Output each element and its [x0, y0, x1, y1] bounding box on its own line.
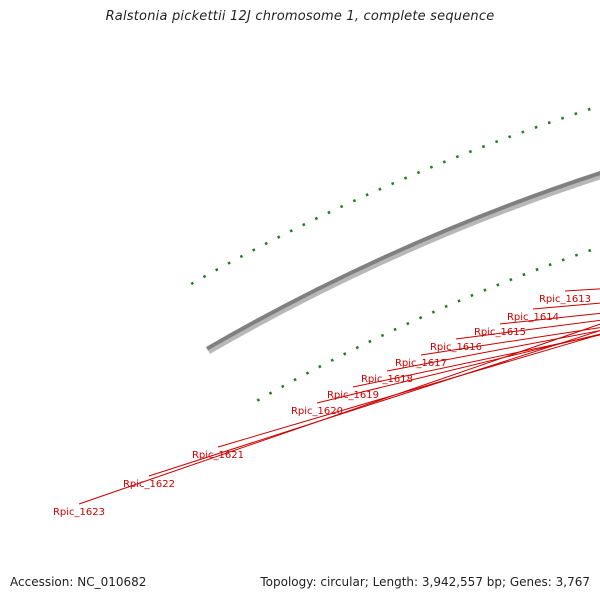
gene-label-rpic_1621[interactable]: Rpic_1621 — [192, 450, 244, 461]
label-leader-line — [499, 312, 600, 325]
label-leader-line — [316, 333, 600, 404]
gene-label-rpic_1623[interactable]: Rpic_1623 — [53, 507, 105, 518]
label-leader-line — [352, 334, 600, 388]
chromosome-backbone — [206, 171, 600, 351]
label-leader-line — [217, 333, 600, 448]
gene-label-rpic_1619[interactable]: Rpic_1619 — [327, 390, 379, 401]
outer-tick-ring — [190, 104, 600, 286]
gene-label-rpic_1613[interactable]: Rpic_1613 — [539, 294, 591, 305]
gene-label-rpic_1617[interactable]: Rpic_1617 — [395, 358, 447, 369]
label-leader-line — [78, 323, 600, 505]
gene-labels: Rpic_1613 Rpic_1614 Rpic_1615 Rpic_1616 Rpic… — [53, 294, 591, 518]
gene-label-rpic_1620[interactable]: Rpic_1620 — [291, 406, 343, 417]
gene-label-rpic_1622[interactable]: Rpic_1622 — [123, 479, 175, 490]
backbone-shadow — [207, 173, 600, 354]
gene-label-rpic_1618[interactable]: Rpic_1618 — [361, 374, 413, 385]
gene-label-rpic_1614[interactable]: Rpic_1614 — [507, 312, 559, 323]
label-leader-line — [386, 330, 600, 372]
accession-text: Accession: NC_010682 — [10, 575, 147, 589]
topology-text: Topology: circular; Length: 3,942,557 bp… — [260, 575, 590, 589]
map-title: Ralstonia pickettii 12J chromosome 1, co… — [105, 9, 495, 24]
gene-label-rpic_1615[interactable]: Rpic_1615 — [474, 327, 526, 338]
gene-label-rpic_1616[interactable]: Rpic_1616 — [430, 342, 482, 353]
gene-label-leaders — [78, 288, 600, 505]
label-leader-line — [564, 288, 600, 292]
